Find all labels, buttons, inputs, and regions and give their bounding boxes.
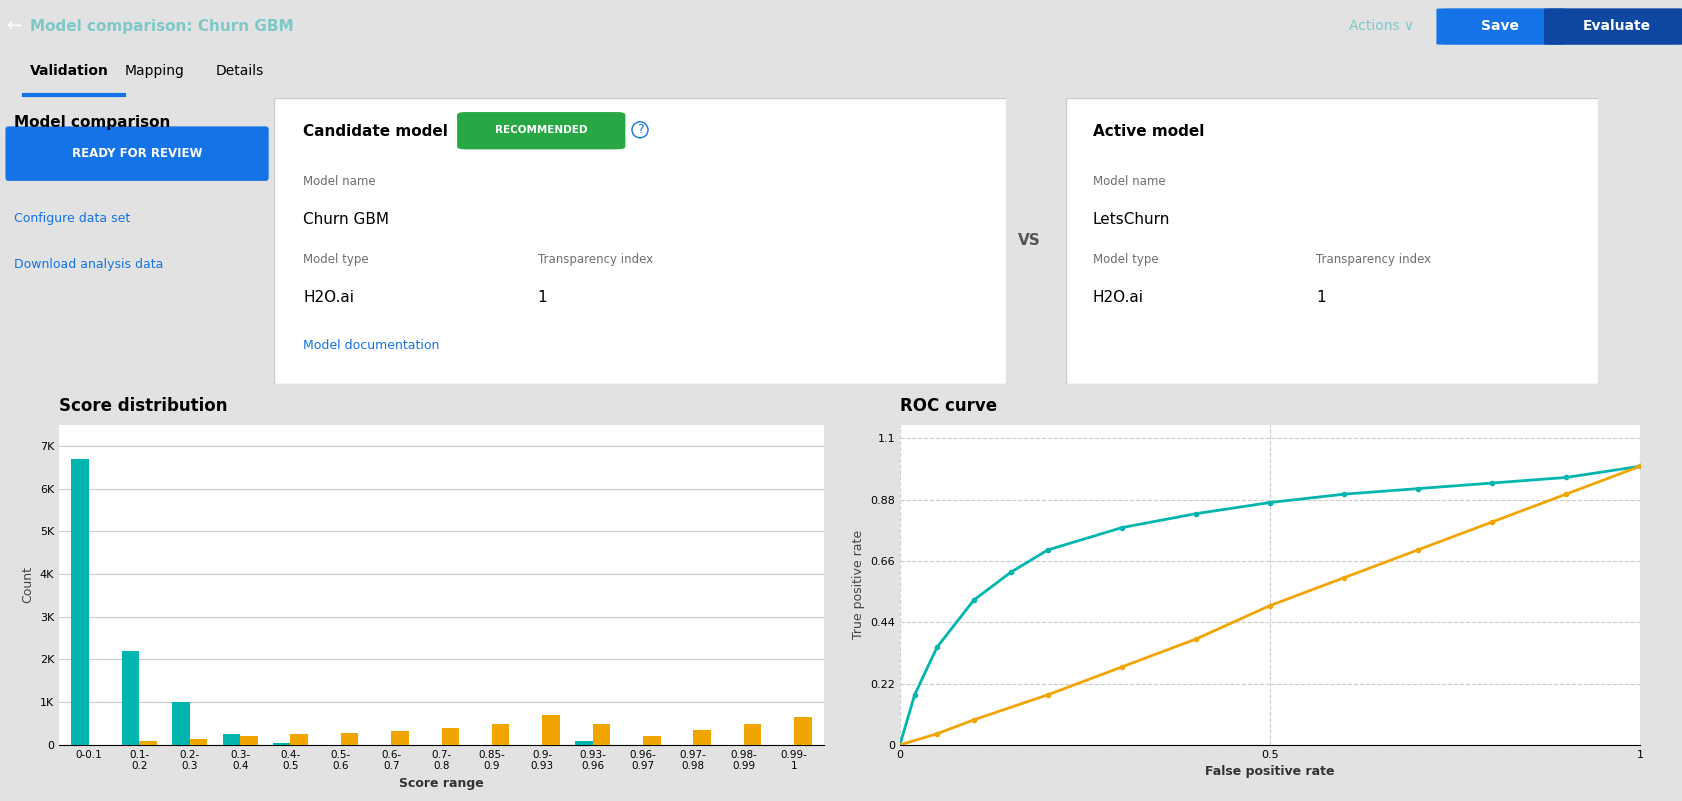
Text: 1: 1	[1317, 290, 1325, 305]
FancyBboxPatch shape	[458, 112, 626, 149]
Candidate	[1186, 509, 1206, 518]
Bar	[291, 735, 308, 745]
Active	[1038, 690, 1058, 699]
Text: Model type: Model type	[303, 252, 368, 266]
Text: Actions ∨: Actions ∨	[1349, 19, 1415, 33]
Active	[1260, 601, 1280, 610]
FancyBboxPatch shape	[1544, 8, 1682, 45]
Text: RECOMMENDED: RECOMMENDED	[495, 125, 587, 135]
Candidate	[1001, 567, 1021, 577]
Text: Model comparison: Churn GBM: Model comparison: Churn GBM	[30, 18, 294, 34]
Bar	[71, 459, 89, 745]
Text: Model type: Model type	[1093, 252, 1159, 266]
Bar	[222, 735, 241, 745]
Active	[890, 740, 910, 750]
Text: Active model: Active model	[1093, 123, 1204, 139]
Candidate	[1556, 473, 1576, 482]
Candidate	[890, 740, 910, 750]
Active	[1630, 461, 1650, 471]
Candidate	[1630, 461, 1650, 471]
Text: Churn GBM: Churn GBM	[303, 212, 390, 227]
Candidate	[1408, 484, 1428, 493]
Text: Model documentation: Model documentation	[303, 339, 439, 352]
FancyBboxPatch shape	[274, 98, 1006, 384]
X-axis label: Score range: Score range	[399, 777, 484, 790]
Text: VS: VS	[1018, 233, 1041, 248]
Candidate	[1482, 478, 1502, 488]
Bar	[693, 730, 711, 745]
Text: Transparency index: Transparency index	[1317, 252, 1431, 266]
Bar	[743, 723, 762, 745]
Text: Evaluate: Evaluate	[1583, 19, 1650, 33]
Candidate	[1334, 489, 1354, 499]
Candidate	[1260, 497, 1280, 507]
Text: Model comparison: Model comparison	[13, 115, 170, 130]
Text: ?: ?	[637, 123, 643, 136]
Bar	[441, 728, 459, 745]
Candidate	[1112, 523, 1132, 533]
Bar	[491, 724, 510, 745]
Text: READY FOR REVIEW: READY FOR REVIEW	[72, 147, 202, 160]
Bar	[392, 731, 409, 745]
Candidate	[964, 595, 984, 605]
Active	[964, 715, 984, 725]
Text: Model name: Model name	[303, 175, 377, 188]
Bar	[241, 736, 257, 745]
Candidate	[1038, 545, 1058, 555]
Text: Score distribution: Score distribution	[59, 396, 227, 415]
Bar	[341, 734, 358, 745]
Text: Candidate model: Candidate model	[303, 123, 449, 139]
Candidate	[905, 690, 925, 699]
Bar	[794, 717, 812, 745]
FancyBboxPatch shape	[1436, 8, 1564, 45]
Text: H2O.ai: H2O.ai	[1093, 290, 1144, 305]
Candidate	[927, 642, 947, 652]
Bar	[272, 743, 291, 745]
Y-axis label: True positive rate: True positive rate	[851, 530, 865, 639]
Bar	[140, 741, 156, 745]
Text: Details: Details	[215, 64, 264, 78]
Text: Validation: Validation	[30, 64, 109, 78]
Bar	[643, 736, 661, 745]
Text: Configure data set: Configure data set	[13, 212, 130, 225]
Active	[1408, 545, 1428, 555]
Text: 1: 1	[538, 290, 547, 305]
Active	[1334, 573, 1354, 582]
Active	[1556, 489, 1576, 499]
Line: Candidate: Candidate	[898, 465, 1642, 747]
Text: Transparency index: Transparency index	[538, 252, 653, 266]
Bar	[542, 715, 560, 745]
Text: LetsChurn: LetsChurn	[1093, 212, 1171, 227]
FancyBboxPatch shape	[1066, 98, 1598, 384]
Text: ROC curve: ROC curve	[900, 396, 997, 415]
Active	[1112, 662, 1132, 672]
X-axis label: False positive rate: False positive rate	[1206, 765, 1334, 779]
Text: Save: Save	[1482, 19, 1519, 33]
Text: Model name: Model name	[1093, 175, 1166, 188]
Text: Mapping: Mapping	[124, 64, 185, 78]
Bar	[592, 723, 611, 745]
Bar	[575, 741, 592, 745]
Active	[1482, 517, 1502, 527]
Text: H2O.ai: H2O.ai	[303, 290, 355, 305]
Bar	[172, 702, 190, 745]
FancyBboxPatch shape	[5, 127, 269, 181]
Text: Download analysis data: Download analysis data	[13, 258, 163, 272]
Bar	[190, 739, 207, 745]
Active	[1186, 634, 1206, 644]
Y-axis label: Count: Count	[22, 566, 34, 603]
Text: ←: ←	[7, 17, 20, 35]
Bar	[121, 651, 140, 745]
Line: Active: Active	[898, 465, 1642, 747]
Active	[927, 729, 947, 739]
